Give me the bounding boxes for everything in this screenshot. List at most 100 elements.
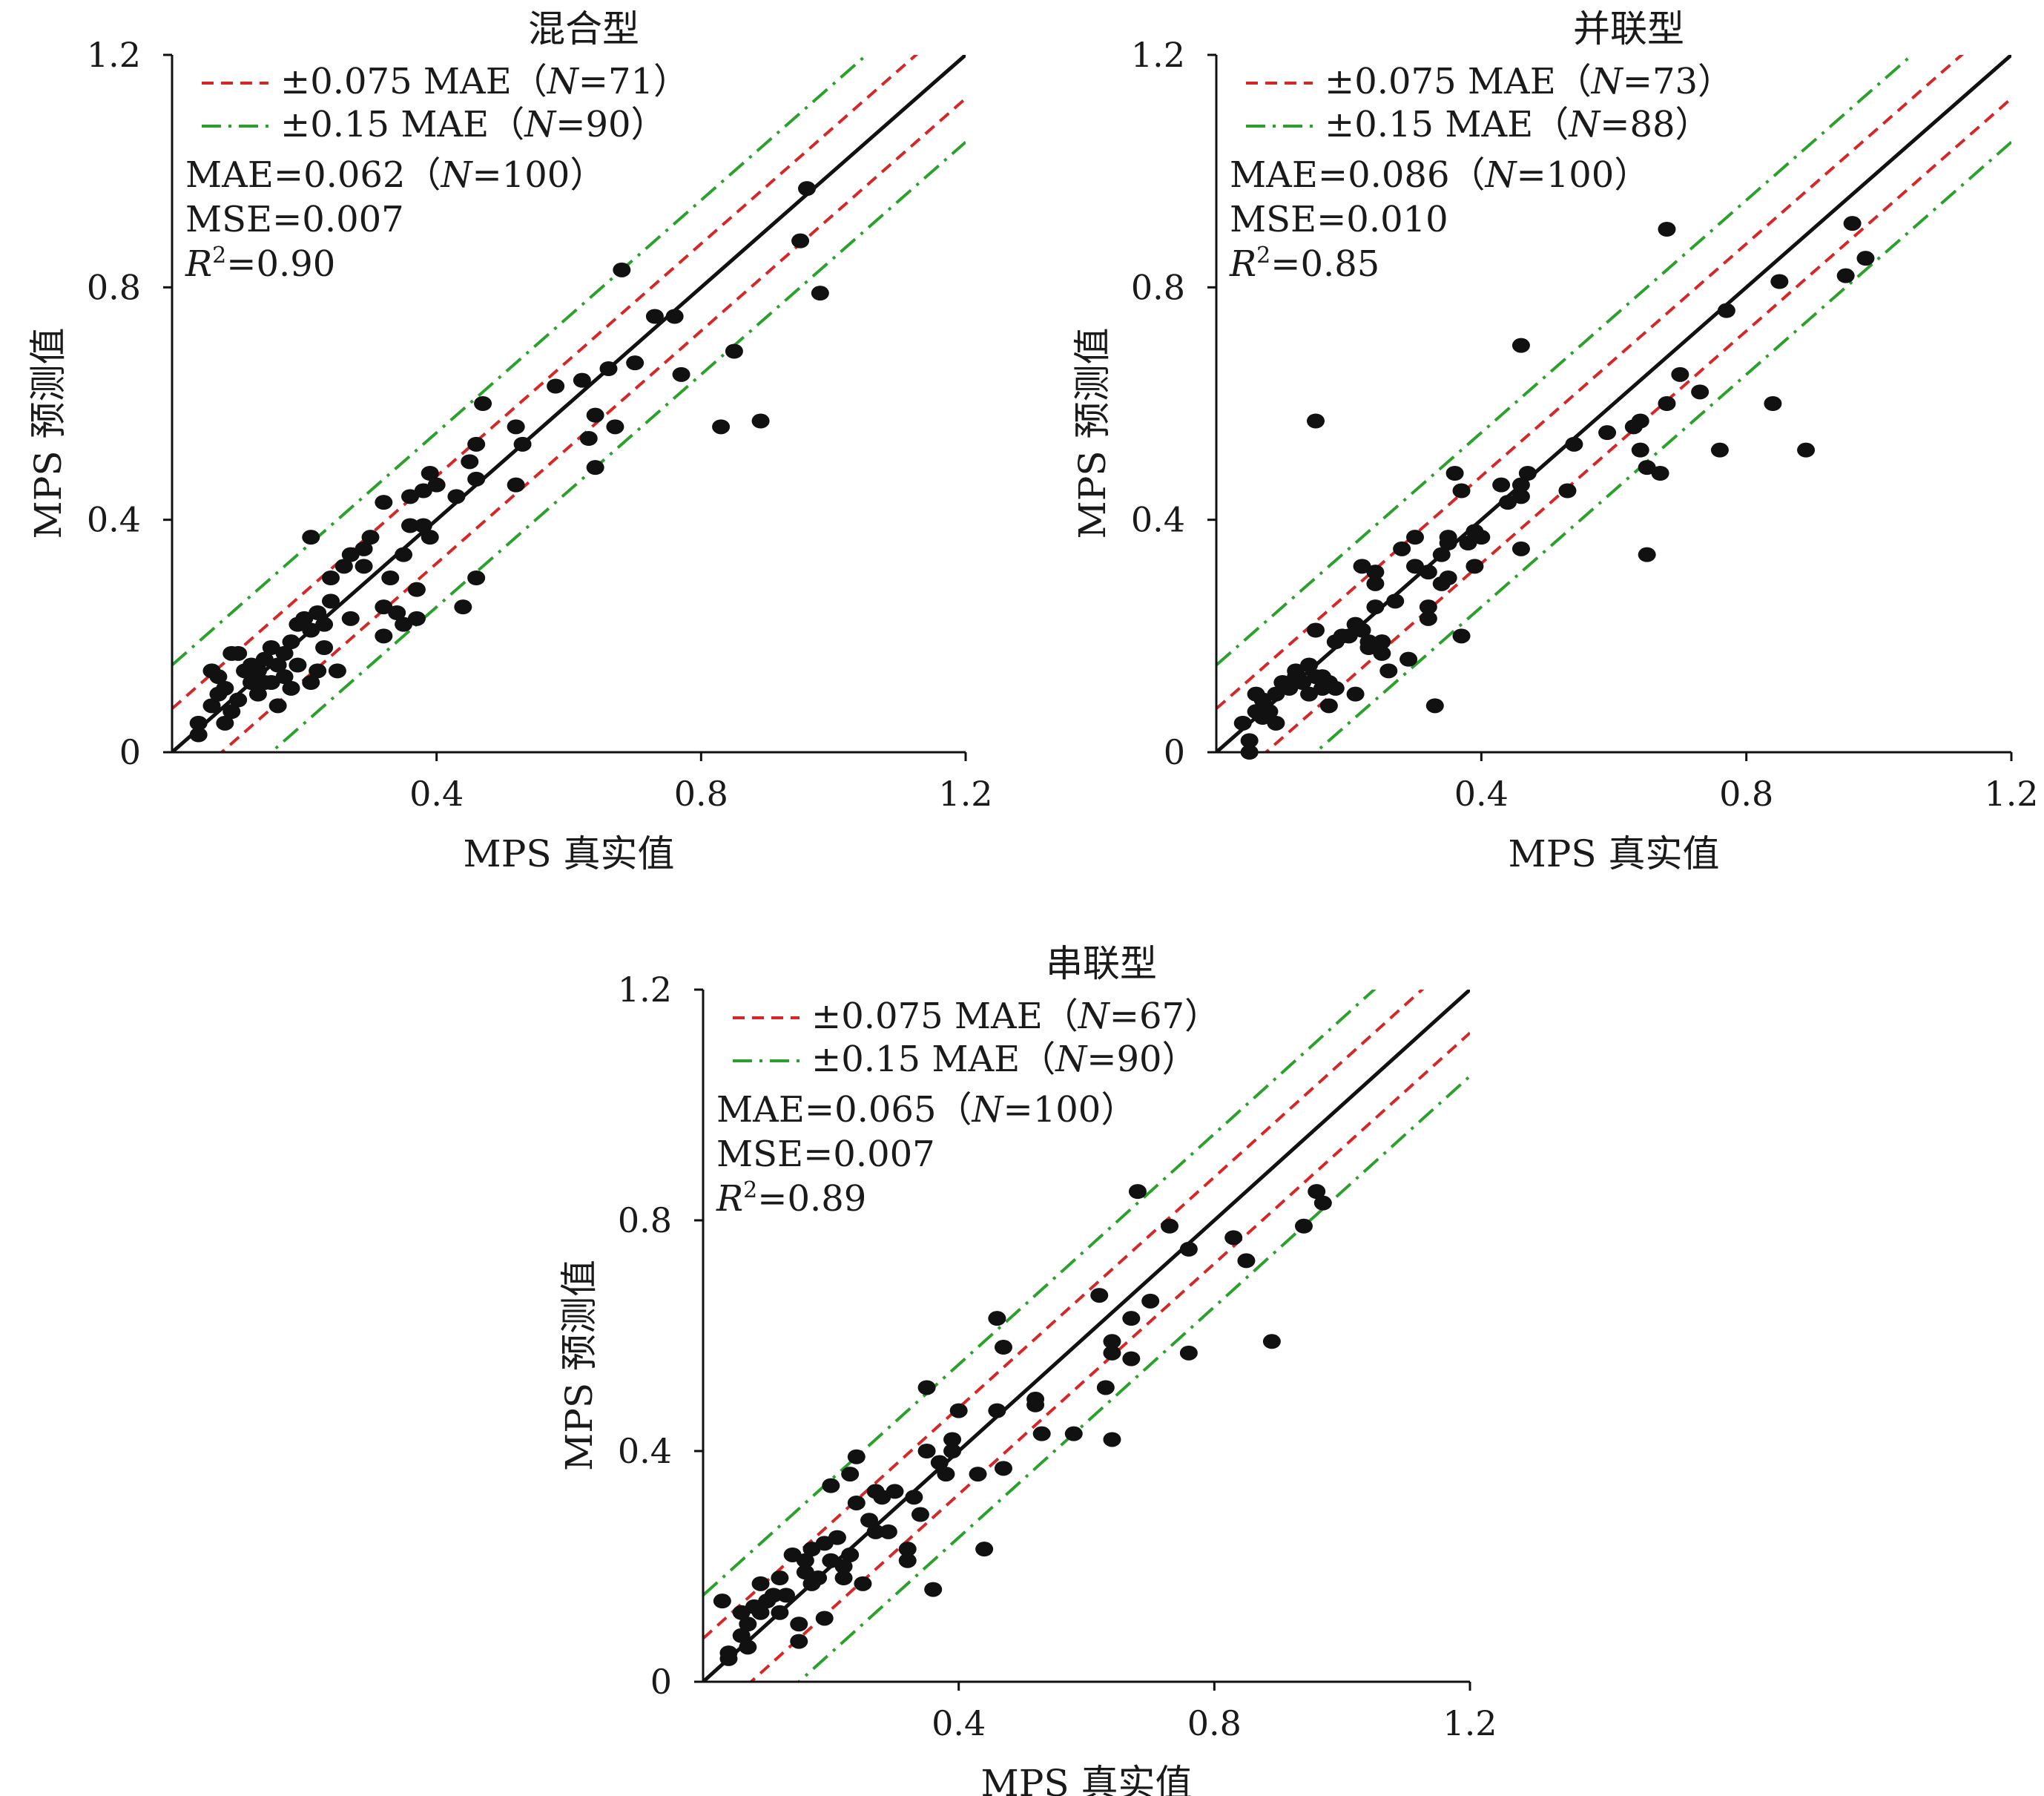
stat-line: MSE=0.007	[716, 1134, 935, 1175]
data-point	[573, 372, 591, 388]
y-axis-label: MPS 预测值	[1071, 328, 1114, 539]
data-point	[513, 436, 532, 452]
data-point	[1710, 442, 1729, 458]
stat-line: MSE=0.010	[1230, 199, 1448, 240]
data-point	[854, 1576, 872, 1591]
data-point	[1300, 657, 1319, 673]
stat-line: R2=0.90	[185, 243, 335, 285]
data-point	[1439, 530, 1457, 545]
data-point	[322, 570, 340, 585]
data-point	[1492, 477, 1511, 493]
data-point	[1511, 338, 1530, 353]
data-point	[712, 419, 731, 435]
data-point	[613, 262, 631, 277]
data-point	[262, 675, 280, 690]
data-point	[1161, 1218, 1179, 1234]
data-point	[1764, 396, 1782, 411]
data-point	[1237, 1253, 1256, 1269]
x-tick-label: 1.2	[938, 774, 992, 814]
data-point	[626, 355, 644, 371]
data-point	[1122, 1311, 1141, 1326]
data-point	[421, 530, 439, 545]
data-point	[1262, 1334, 1281, 1349]
data-point	[828, 1530, 846, 1545]
data-point	[395, 616, 413, 632]
data-point	[1240, 745, 1259, 760]
data-point	[1511, 541, 1530, 556]
data-point	[1224, 1230, 1243, 1246]
data-point	[1638, 460, 1656, 476]
data-point	[1300, 686, 1319, 702]
data-point	[275, 645, 294, 661]
y-tick-label: 0.4	[87, 500, 141, 540]
data-point	[454, 599, 472, 615]
data-point	[606, 419, 624, 435]
data-point	[209, 669, 228, 685]
data-point	[798, 181, 816, 197]
data-point	[1122, 1351, 1141, 1366]
data-point	[216, 715, 234, 731]
data-point	[994, 1340, 1012, 1355]
data-point	[334, 559, 353, 574]
data-point	[1179, 1241, 1198, 1257]
data-point	[309, 605, 327, 620]
y-tick-label: 1.2	[1131, 35, 1185, 75]
data-point	[375, 495, 393, 510]
data-point	[975, 1542, 994, 1557]
data-point	[1631, 442, 1649, 458]
stat-line: MSE=0.007	[185, 199, 404, 240]
data-point	[295, 611, 314, 626]
chart-title: 串联型	[1046, 942, 1157, 985]
y-tick-label: 1.2	[87, 35, 141, 75]
y-tick-label: 0.4	[1131, 500, 1185, 540]
data-point	[1179, 1345, 1198, 1361]
data-point	[474, 396, 492, 411]
data-point	[268, 698, 287, 714]
data-point	[216, 680, 234, 696]
data-point	[547, 378, 565, 394]
data-point	[202, 698, 221, 714]
stat-line: MAE=0.065（N=100）	[716, 1089, 1136, 1131]
data-point	[341, 611, 360, 626]
data-point	[790, 1616, 808, 1632]
data-point	[275, 669, 294, 685]
data-point	[764, 1588, 782, 1603]
data-point	[1836, 268, 1855, 283]
upper-inner-band-line	[1216, 55, 1965, 710]
data-point	[796, 1553, 814, 1568]
data-point	[645, 309, 664, 324]
data-point	[229, 692, 248, 708]
data-point	[229, 645, 248, 661]
stat-line: MAE=0.062（N=100）	[185, 154, 605, 196]
data-point	[751, 1576, 770, 1591]
data-point	[1267, 686, 1285, 702]
data-point	[407, 582, 426, 597]
data-point	[1366, 565, 1385, 580]
x-tick-label: 1.2	[1984, 774, 2038, 814]
data-point	[461, 454, 479, 470]
data-point	[713, 1593, 731, 1609]
data-point	[725, 343, 743, 359]
data-point	[189, 727, 208, 743]
data-point	[771, 1570, 789, 1586]
upper-outer-band-line	[172, 55, 869, 667]
data-point	[467, 471, 486, 487]
data-point	[1267, 715, 1285, 731]
x-tick-label: 0.8	[1187, 1703, 1242, 1743]
data-point	[1406, 559, 1424, 574]
data-point	[1797, 442, 1816, 458]
data-point	[1026, 1392, 1045, 1407]
x-tick-label: 0.4	[932, 1703, 986, 1743]
data-point	[1511, 477, 1530, 493]
data-point	[809, 1570, 828, 1586]
data-point	[1419, 599, 1437, 615]
data-point	[268, 657, 287, 673]
data-point	[822, 1478, 840, 1493]
data-point	[248, 663, 267, 679]
data-point	[911, 1507, 929, 1522]
data-point	[1319, 698, 1338, 714]
data-point	[834, 1559, 853, 1574]
data-point	[841, 1467, 860, 1482]
y-tick-label: 0.4	[618, 1431, 672, 1471]
chart-panel-2: 0.4 0.8 1.2 0 0.4 0.8 1.2 并联型 MPS 真实值 MPS 预测值 ±0.0…	[1071, 7, 2039, 875]
